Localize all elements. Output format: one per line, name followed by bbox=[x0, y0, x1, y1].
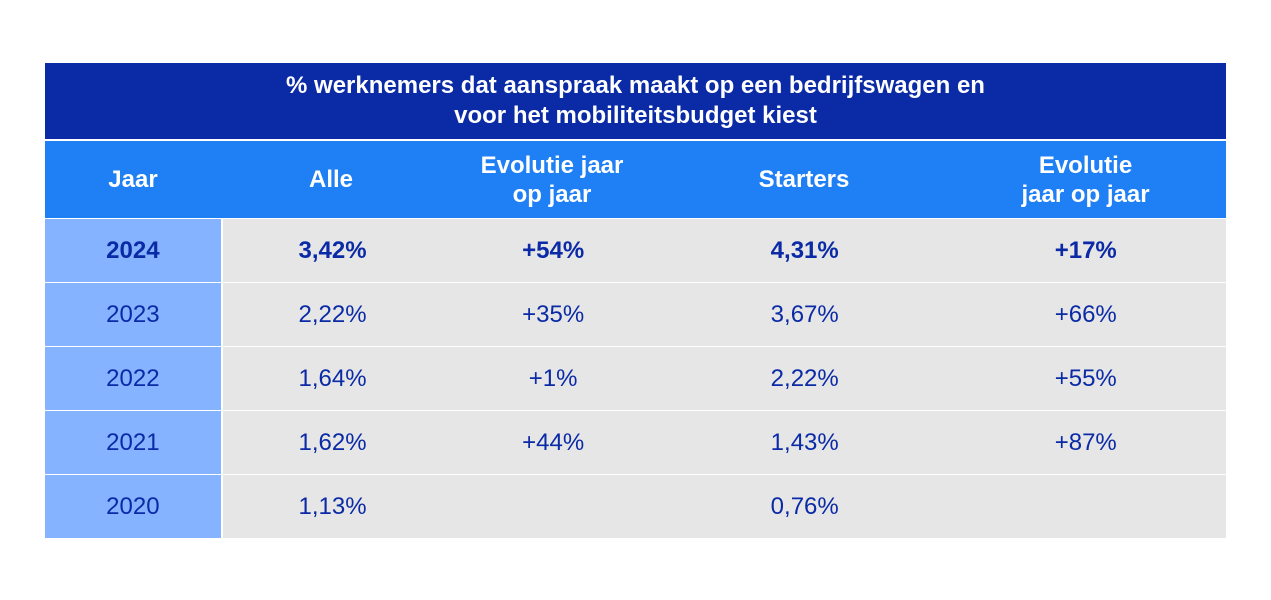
table-title-line-1: % werknemers dat aanspraak maakt op een … bbox=[286, 72, 985, 99]
column-header-line: op jaar bbox=[512, 180, 592, 208]
column-header-line: Evolutie bbox=[1038, 151, 1133, 179]
cell-starters: 2,22% bbox=[770, 364, 839, 392]
cell-year: 2022 bbox=[45, 347, 223, 410]
cell-year: 2020 bbox=[45, 475, 223, 538]
cell-alle: 1,64% bbox=[298, 364, 367, 392]
cell-evolutie-alle: +1% bbox=[528, 364, 578, 392]
cell-evolutie-starters: +55% bbox=[1054, 364, 1117, 392]
table-title-line-2: voor het mobiliteitsbudget kiest bbox=[454, 102, 817, 129]
cell-starters: 4,31% bbox=[770, 236, 839, 264]
table-row-2020: 2020 1,13% 0,76% bbox=[45, 474, 1226, 538]
cell-evolutie-alle: +44% bbox=[522, 428, 585, 456]
cell-evolutie-starters: +17% bbox=[1054, 236, 1117, 264]
cell-starters: 3,67% bbox=[770, 300, 839, 328]
cell-starters: 1,43% bbox=[770, 428, 839, 456]
column-header-line: Evolutie jaar bbox=[480, 151, 624, 179]
data-table: % werknemers dat aanspraak maakt op een … bbox=[45, 63, 1226, 538]
cell-year: 2024 bbox=[45, 219, 223, 282]
cell-evolutie-alle bbox=[442, 475, 664, 538]
cell-alle: 2,22% bbox=[298, 300, 367, 328]
cell-alle: 1,62% bbox=[298, 428, 367, 456]
column-header-evolutie-alle: Evolutie jaar op jaar bbox=[441, 141, 663, 218]
header-row: Jaar Alle Evolutie jaar op jaar Starters… bbox=[45, 139, 1226, 218]
table-title: % werknemers dat aanspraak maakt op een … bbox=[45, 63, 1226, 139]
column-header-line: Alle bbox=[308, 166, 353, 193]
column-header-jaar: Jaar bbox=[45, 141, 221, 218]
cell-starters: 0,76% bbox=[770, 492, 839, 520]
cell-alle: 1,13% bbox=[298, 492, 367, 520]
cell-evolutie-alle: +54% bbox=[522, 236, 585, 264]
cell-evolutie-starters bbox=[945, 475, 1226, 538]
table-row-2022: 2022 1,64% +1% 2,22% +55% bbox=[45, 346, 1226, 410]
column-header-line: Starters bbox=[758, 166, 850, 193]
column-header-line: Jaar bbox=[108, 166, 158, 193]
table-row-2023: 2023 2,22% +35% 3,67% +66% bbox=[45, 282, 1226, 346]
cell-year: 2021 bbox=[45, 411, 223, 474]
table-row-2024: 2024 3,42% +54% 4,31% +17% bbox=[45, 218, 1226, 282]
cell-alle: 3,42% bbox=[298, 236, 367, 264]
cell-year: 2023 bbox=[45, 283, 223, 346]
column-header-line: jaar op jaar bbox=[1021, 180, 1150, 208]
cell-evolutie-starters: +66% bbox=[1054, 300, 1117, 328]
cell-evolutie-alle: +35% bbox=[522, 300, 585, 328]
table-row-2021: 2021 1,62% +44% 1,43% +87% bbox=[45, 410, 1226, 474]
column-header-starters: Starters bbox=[663, 141, 945, 218]
column-header-alle: Alle bbox=[221, 141, 441, 218]
cell-evolutie-starters: +87% bbox=[1054, 428, 1117, 456]
column-header-evolutie-starters: Evolutie jaar op jaar bbox=[945, 141, 1226, 218]
